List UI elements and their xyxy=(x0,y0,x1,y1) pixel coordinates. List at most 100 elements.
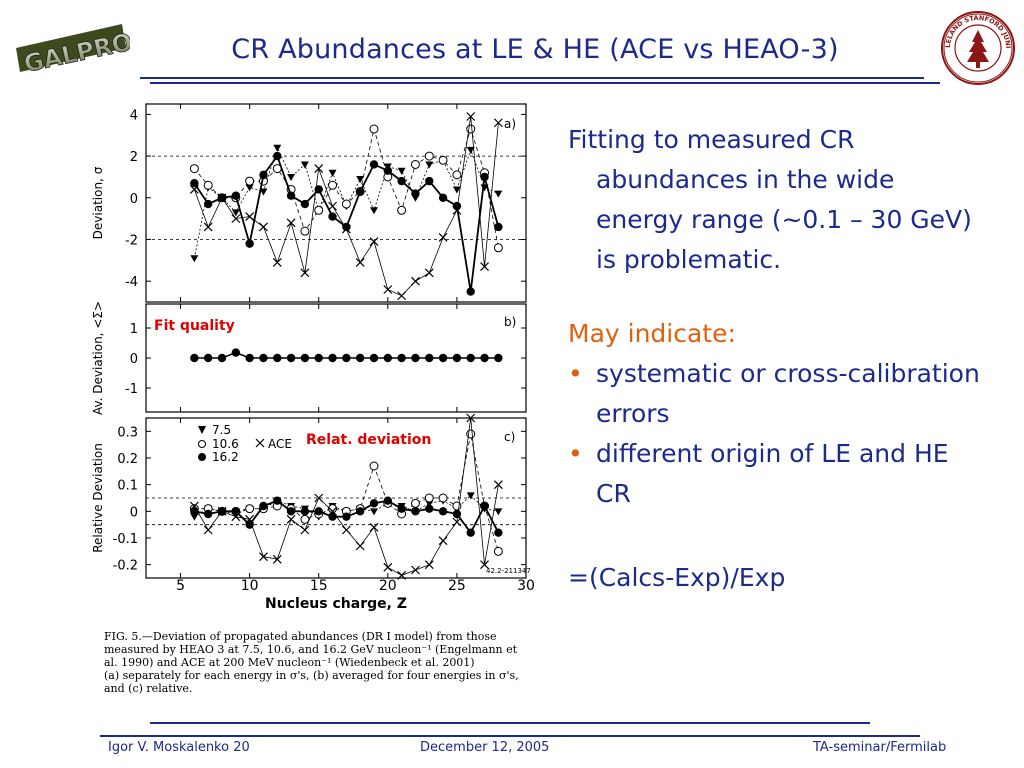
caption-line-2: measured by HEAO 3 at 7.5, 10.6, and 16.… xyxy=(104,643,518,656)
point-7.5 xyxy=(328,169,337,177)
point-average xyxy=(314,353,323,363)
point-10.6 xyxy=(438,155,448,165)
xtick-label: 5 xyxy=(176,578,185,594)
point-16.2 xyxy=(411,189,420,198)
legend-marker-10-6 xyxy=(198,440,206,448)
point-16.2 xyxy=(286,191,296,200)
point-16.2 xyxy=(411,507,420,516)
panel-1-ytick-label: 0 xyxy=(130,352,138,367)
panel-a-label: a) xyxy=(504,117,516,131)
point-ACE xyxy=(480,560,489,570)
caption-line-3: al. 1990) and ACE at 200 MeV nucleon⁻¹ (… xyxy=(104,656,475,669)
point-16.2 xyxy=(300,507,310,516)
point-average xyxy=(245,353,254,363)
point-7.5 xyxy=(370,508,378,516)
point-7.5 xyxy=(356,176,365,184)
point-16.2 xyxy=(203,509,213,519)
point-16.2 xyxy=(383,496,393,505)
fitting-paragraph: Fitting to measured CR abundances in the… xyxy=(568,120,988,280)
point-ACE xyxy=(286,218,296,228)
title-rule xyxy=(140,77,924,79)
point-ACE xyxy=(397,570,407,580)
point-16.2 xyxy=(342,512,351,521)
caption-line-5: and (c) relative. xyxy=(104,682,192,695)
point-7.5 xyxy=(231,209,240,217)
xtick-label: 30 xyxy=(517,578,535,594)
panel-0-ytick-label: -2 xyxy=(125,233,138,248)
panel-2-ytick-label: 0.3 xyxy=(117,425,138,440)
point-16.2 xyxy=(328,212,337,221)
point-ACE xyxy=(369,237,379,246)
point-10.6 xyxy=(300,226,310,236)
point-16.2 xyxy=(466,528,475,537)
point-average xyxy=(231,348,241,357)
point-7.5 xyxy=(425,161,434,169)
point-average xyxy=(480,353,489,363)
point-10.6 xyxy=(424,151,434,161)
point-16.2 xyxy=(425,176,434,186)
point-ACE xyxy=(189,185,199,194)
point-ACE xyxy=(452,517,462,527)
point-ACE xyxy=(397,291,407,301)
point-7.5 xyxy=(259,188,268,196)
x-axis-label: Nucleus charge, Z xyxy=(265,596,407,612)
footer-venue: TA-seminar/Fermilab xyxy=(813,740,947,755)
point-ACE xyxy=(189,501,199,511)
point-average xyxy=(411,353,420,363)
point-10.6 xyxy=(438,493,448,503)
point-16.2 xyxy=(480,172,489,182)
point-average xyxy=(369,353,379,363)
point-10.6 xyxy=(189,164,199,174)
point-7.5 xyxy=(466,146,475,154)
point-7.5 xyxy=(190,513,199,521)
point-16.2 xyxy=(245,520,254,529)
point-16.2 xyxy=(273,496,282,505)
fit-quality-annotation: Fit quality xyxy=(154,318,235,334)
point-average xyxy=(383,353,393,363)
legend-label-16-2: 16.2 xyxy=(212,450,239,464)
figure-caption: FIG. 5.—Deviation of propagated abundanc… xyxy=(104,630,519,695)
point-average xyxy=(259,353,268,363)
point-ACE xyxy=(259,552,268,562)
point-average xyxy=(203,353,213,363)
panel-2-ytick-label: -0.1 xyxy=(113,532,138,547)
point-average xyxy=(217,353,227,363)
point-ACE xyxy=(328,201,337,211)
point-ACE xyxy=(231,214,241,224)
point-7.5 xyxy=(494,190,503,198)
panel-c-ylabel: Relative Deviation xyxy=(91,443,105,553)
point-10.6 xyxy=(452,170,462,180)
point-7.5 xyxy=(190,255,199,263)
point-16.2 xyxy=(397,176,406,186)
bullet-item-1: • systematic or cross-calibration errors xyxy=(568,354,988,434)
fitting-text: Fitting to measured CR abundances in the… xyxy=(568,125,972,274)
point-10.6 xyxy=(328,180,338,190)
series-line-10.6 xyxy=(194,433,499,552)
point-ACE xyxy=(314,493,324,503)
point-ACE xyxy=(383,562,393,572)
slide-text: Fitting to measured CR abundances in the… xyxy=(568,120,988,598)
panel-2-ytick-label: 0 xyxy=(130,505,138,520)
point-average xyxy=(425,353,434,363)
bullet-item-2: • different origin of LE and HE CR xyxy=(568,434,988,514)
point-ACE xyxy=(411,565,420,575)
point-16.2 xyxy=(438,507,448,516)
point-average xyxy=(452,353,462,363)
point-ACE xyxy=(480,262,489,271)
point-10.6 xyxy=(245,176,255,186)
point-16.2 xyxy=(369,160,379,169)
point-7.5 xyxy=(273,144,282,152)
point-16.2 xyxy=(438,193,448,202)
point-7.5 xyxy=(370,207,378,215)
point-ACE xyxy=(259,222,268,232)
point-ACE xyxy=(466,413,476,423)
panel-1-ytick-label: 1 xyxy=(130,322,138,337)
point-ACE xyxy=(217,193,227,203)
point-10.6 xyxy=(300,514,310,524)
point-16.2 xyxy=(383,166,393,175)
point-ACE xyxy=(411,276,420,286)
point-ACE xyxy=(272,257,282,267)
point-10.6 xyxy=(424,493,434,503)
point-16.2 xyxy=(245,239,254,248)
point-16.2 xyxy=(259,170,268,180)
